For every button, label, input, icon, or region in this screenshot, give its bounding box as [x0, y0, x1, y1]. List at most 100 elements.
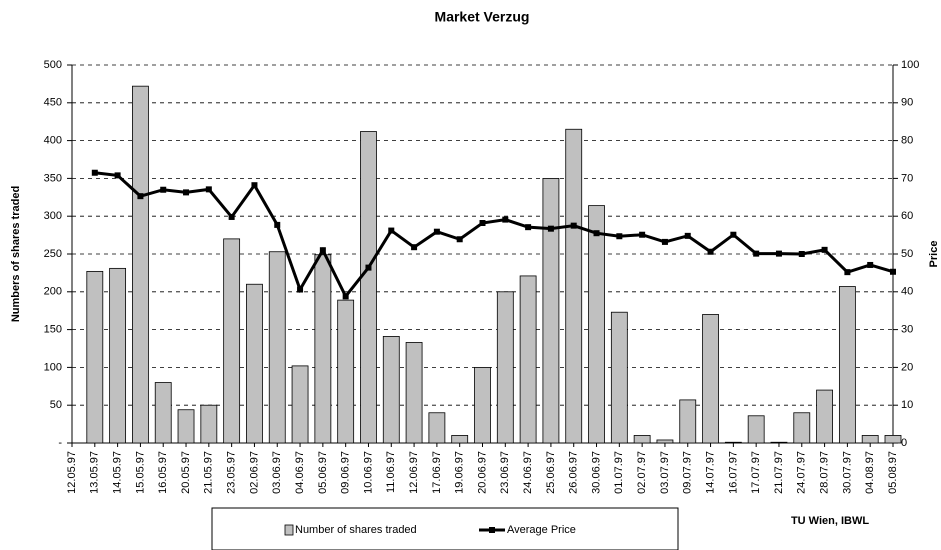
x-tick-label: 13.05.97	[89, 451, 101, 494]
x-tick-label: 21.05.97	[203, 451, 215, 494]
price-marker	[342, 293, 349, 300]
bar	[291, 365, 309, 444]
bar	[884, 435, 902, 444]
price-marker	[661, 238, 668, 245]
bar	[223, 238, 241, 444]
y2-tick-label: 70	[901, 172, 913, 184]
price-marker	[616, 233, 623, 240]
price-marker	[319, 247, 326, 254]
y2-tick-label: 80	[901, 135, 913, 147]
price-marker	[91, 169, 98, 176]
bar	[382, 336, 400, 444]
bar	[428, 412, 446, 444]
bar	[656, 439, 674, 444]
x-tick-label: 26.06.97	[568, 451, 580, 494]
price-marker	[502, 216, 509, 223]
bar	[633, 435, 651, 444]
x-tick-label: 19.06.97	[454, 451, 466, 494]
bar	[861, 435, 879, 444]
bar	[337, 299, 355, 444]
y-tick-label: 100	[44, 361, 62, 373]
price-marker	[525, 224, 532, 231]
x-tick-label: 28.07.97	[818, 451, 830, 494]
bar	[314, 254, 332, 444]
bar	[132, 85, 149, 444]
bar	[268, 251, 286, 444]
price-marker	[137, 193, 144, 200]
price-marker	[844, 269, 851, 276]
y2-tick-label: 60	[901, 210, 913, 222]
legend-swatch	[284, 524, 294, 536]
x-tick-label: 04.06.97	[294, 451, 306, 494]
chart-title: Market Verzug	[435, 9, 530, 25]
price-marker	[411, 244, 418, 251]
x-tick-label: 10.06.97	[362, 451, 374, 494]
x-tick-label: 05.06.97	[317, 451, 329, 494]
price-marker	[456, 236, 463, 243]
y-tick-label: -	[58, 437, 62, 449]
bar	[770, 441, 788, 444]
price-marker	[570, 222, 577, 229]
bar	[246, 283, 263, 444]
price-marker	[821, 246, 828, 253]
y2-tick-label: 0	[901, 437, 907, 449]
y2-tick-label: 100	[901, 59, 919, 71]
x-tick-label: 02.07.97	[636, 451, 648, 494]
y-tick-label: 250	[44, 248, 62, 260]
price-marker	[890, 268, 896, 275]
price-marker	[639, 231, 646, 238]
bar	[109, 267, 127, 444]
x-tick-label: 16.07.97	[727, 451, 739, 494]
x-tick-label: 21.07.97	[773, 451, 785, 494]
bar	[816, 389, 833, 444]
bar	[519, 275, 537, 444]
bar	[702, 314, 719, 444]
x-tick-label: 14.07.97	[704, 451, 716, 494]
price-marker	[775, 250, 782, 257]
price-marker	[867, 261, 874, 268]
price-marker	[593, 230, 600, 237]
x-tick-label: 12.05.97	[66, 451, 78, 494]
bar	[747, 415, 765, 444]
price-marker	[274, 221, 281, 228]
x-tick-label: 12.06.97	[408, 451, 420, 494]
x-tick-label: 24.06.97	[522, 451, 534, 494]
price-marker	[228, 213, 235, 220]
x-tick-label: 16.05.97	[157, 451, 169, 494]
price-marker	[730, 231, 737, 238]
x-tick-label: 03.07.97	[659, 451, 671, 494]
x-tick-label: 30.07.97	[841, 451, 853, 494]
y-tick-label: 300	[44, 210, 62, 222]
x-tick-label: 23.06.97	[499, 451, 511, 494]
x-tick-label: 04.08.97	[864, 451, 876, 494]
x-tick-label: 17.06.97	[431, 451, 443, 494]
y-tick-label: 350	[44, 172, 62, 184]
y-tick-label: 500	[44, 59, 62, 71]
x-tick-label: 09.06.97	[340, 451, 352, 494]
annotation: TU Wien, IBWL	[791, 515, 869, 527]
y2-tick-label: 90	[901, 97, 913, 109]
y2-tick-label: 10	[901, 399, 913, 411]
bar	[496, 291, 514, 444]
price-marker	[684, 232, 691, 239]
y-tick-label: 50	[50, 399, 62, 411]
bar	[542, 177, 560, 444]
price-marker	[160, 186, 167, 193]
bar	[451, 435, 469, 444]
x-tick-label: 03.06.97	[271, 451, 283, 494]
y-tick-label: 450	[44, 97, 62, 109]
price-marker	[388, 227, 395, 234]
x-tick-label: 23.05.97	[226, 451, 238, 494]
x-tick-label: 14.05.97	[112, 451, 124, 494]
bar	[200, 404, 218, 444]
bar	[588, 205, 605, 444]
y2-tick-label: 30	[901, 324, 913, 336]
bar	[474, 366, 491, 444]
price-marker	[753, 250, 760, 257]
x-tick-label: 11.06.97	[385, 451, 397, 493]
y2-tick-label: 40	[901, 286, 913, 298]
bar	[177, 409, 195, 444]
price-marker	[547, 225, 554, 232]
y2-tick-label: 20	[901, 361, 913, 373]
